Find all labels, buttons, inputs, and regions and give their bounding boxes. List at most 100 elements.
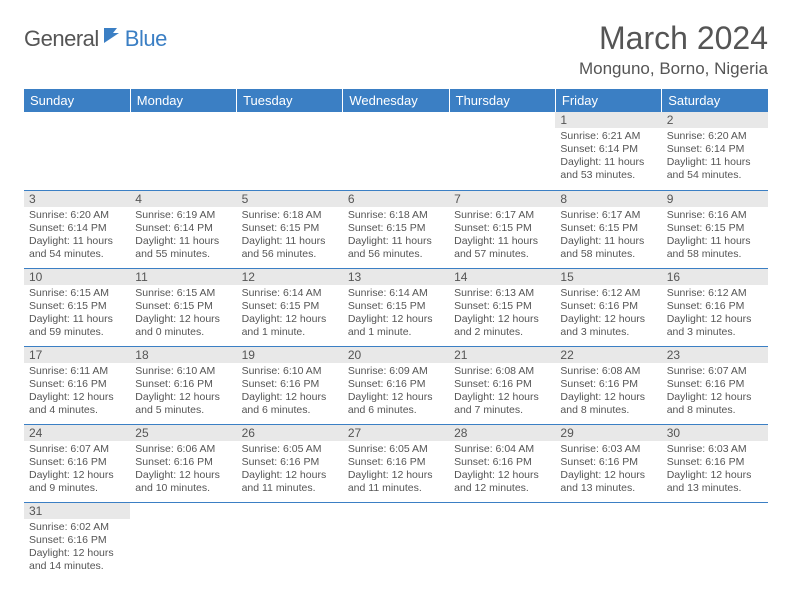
weekday-header: Friday xyxy=(555,89,661,112)
day-number: 20 xyxy=(343,347,449,363)
logo: General Blue xyxy=(24,26,167,52)
calendar-day-cell: 4Sunrise: 6:19 AMSunset: 6:14 PMDaylight… xyxy=(130,190,236,268)
day-info: Sunrise: 6:03 AMSunset: 6:16 PMDaylight:… xyxy=(555,441,661,500)
day-number: 23 xyxy=(662,347,768,363)
calendar-empty-cell xyxy=(237,502,343,580)
day-number: 8 xyxy=(555,191,661,207)
day-number: 14 xyxy=(449,269,555,285)
day-info: Sunrise: 6:08 AMSunset: 6:16 PMDaylight:… xyxy=(555,363,661,422)
day-info: Sunrise: 6:13 AMSunset: 6:15 PMDaylight:… xyxy=(449,285,555,344)
day-info: Sunrise: 6:04 AMSunset: 6:16 PMDaylight:… xyxy=(449,441,555,500)
day-number: 5 xyxy=(237,191,343,207)
calendar-day-cell: 5Sunrise: 6:18 AMSunset: 6:15 PMDaylight… xyxy=(237,190,343,268)
day-info: Sunrise: 6:06 AMSunset: 6:16 PMDaylight:… xyxy=(130,441,236,500)
calendar-week-row: 1Sunrise: 6:21 AMSunset: 6:14 PMDaylight… xyxy=(24,112,768,190)
calendar-empty-cell xyxy=(130,112,236,190)
day-number: 4 xyxy=(130,191,236,207)
calendar-empty-cell xyxy=(343,112,449,190)
day-number: 25 xyxy=(130,425,236,441)
day-number: 3 xyxy=(24,191,130,207)
month-title: March 2024 xyxy=(579,20,768,57)
calendar-day-cell: 14Sunrise: 6:13 AMSunset: 6:15 PMDayligh… xyxy=(449,268,555,346)
day-number: 22 xyxy=(555,347,661,363)
day-number: 2 xyxy=(662,112,768,128)
day-info: Sunrise: 6:17 AMSunset: 6:15 PMDaylight:… xyxy=(555,207,661,266)
day-info: Sunrise: 6:14 AMSunset: 6:15 PMDaylight:… xyxy=(343,285,449,344)
calendar-day-cell: 13Sunrise: 6:14 AMSunset: 6:15 PMDayligh… xyxy=(343,268,449,346)
day-info: Sunrise: 6:05 AMSunset: 6:16 PMDaylight:… xyxy=(237,441,343,500)
calendar-empty-cell xyxy=(662,502,768,580)
day-number: 29 xyxy=(555,425,661,441)
calendar-day-cell: 29Sunrise: 6:03 AMSunset: 6:16 PMDayligh… xyxy=(555,424,661,502)
calendar-day-cell: 1Sunrise: 6:21 AMSunset: 6:14 PMDaylight… xyxy=(555,112,661,190)
calendar-day-cell: 19Sunrise: 6:10 AMSunset: 6:16 PMDayligh… xyxy=(237,346,343,424)
day-info: Sunrise: 6:03 AMSunset: 6:16 PMDaylight:… xyxy=(662,441,768,500)
day-info: Sunrise: 6:15 AMSunset: 6:15 PMDaylight:… xyxy=(130,285,236,344)
calendar-day-cell: 30Sunrise: 6:03 AMSunset: 6:16 PMDayligh… xyxy=(662,424,768,502)
day-number: 11 xyxy=(130,269,236,285)
day-number: 28 xyxy=(449,425,555,441)
weekday-header: Sunday xyxy=(24,89,130,112)
logo-text-blue: Blue xyxy=(125,26,167,52)
calendar-day-cell: 31Sunrise: 6:02 AMSunset: 6:16 PMDayligh… xyxy=(24,502,130,580)
day-number: 18 xyxy=(130,347,236,363)
calendar-day-cell: 12Sunrise: 6:14 AMSunset: 6:15 PMDayligh… xyxy=(237,268,343,346)
calendar-day-cell: 3Sunrise: 6:20 AMSunset: 6:14 PMDaylight… xyxy=(24,190,130,268)
calendar-empty-cell xyxy=(449,112,555,190)
calendar-day-cell: 21Sunrise: 6:08 AMSunset: 6:16 PMDayligh… xyxy=(449,346,555,424)
calendar-day-cell: 18Sunrise: 6:10 AMSunset: 6:16 PMDayligh… xyxy=(130,346,236,424)
calendar-empty-cell xyxy=(343,502,449,580)
calendar-week-row: 3Sunrise: 6:20 AMSunset: 6:14 PMDaylight… xyxy=(24,190,768,268)
day-number: 31 xyxy=(24,503,130,519)
calendar-day-cell: 16Sunrise: 6:12 AMSunset: 6:16 PMDayligh… xyxy=(662,268,768,346)
day-number: 9 xyxy=(662,191,768,207)
logo-flag-icon xyxy=(103,26,125,49)
calendar-day-cell: 2Sunrise: 6:20 AMSunset: 6:14 PMDaylight… xyxy=(662,112,768,190)
weekday-header: Thursday xyxy=(449,89,555,112)
calendar-day-cell: 26Sunrise: 6:05 AMSunset: 6:16 PMDayligh… xyxy=(237,424,343,502)
day-info: Sunrise: 6:11 AMSunset: 6:16 PMDaylight:… xyxy=(24,363,130,422)
calendar-empty-cell xyxy=(555,502,661,580)
day-info: Sunrise: 6:19 AMSunset: 6:14 PMDaylight:… xyxy=(130,207,236,266)
page-header: General Blue March 2024 Monguno, Borno, … xyxy=(24,20,768,79)
day-number: 21 xyxy=(449,347,555,363)
day-info: Sunrise: 6:12 AMSunset: 6:16 PMDaylight:… xyxy=(555,285,661,344)
day-number: 24 xyxy=(24,425,130,441)
calendar-table: SundayMondayTuesdayWednesdayThursdayFrid… xyxy=(24,89,768,580)
day-info: Sunrise: 6:09 AMSunset: 6:16 PMDaylight:… xyxy=(343,363,449,422)
day-number: 19 xyxy=(237,347,343,363)
day-info: Sunrise: 6:15 AMSunset: 6:15 PMDaylight:… xyxy=(24,285,130,344)
day-number: 1 xyxy=(555,112,661,128)
day-info: Sunrise: 6:10 AMSunset: 6:16 PMDaylight:… xyxy=(130,363,236,422)
calendar-day-cell: 28Sunrise: 6:04 AMSunset: 6:16 PMDayligh… xyxy=(449,424,555,502)
calendar-day-cell: 24Sunrise: 6:07 AMSunset: 6:16 PMDayligh… xyxy=(24,424,130,502)
calendar-page: General Blue March 2024 Monguno, Borno, … xyxy=(0,0,792,600)
day-info: Sunrise: 6:07 AMSunset: 6:16 PMDaylight:… xyxy=(24,441,130,500)
weekday-header: Monday xyxy=(130,89,236,112)
calendar-week-row: 17Sunrise: 6:11 AMSunset: 6:16 PMDayligh… xyxy=(24,346,768,424)
weekday-header: Wednesday xyxy=(343,89,449,112)
day-number: 26 xyxy=(237,425,343,441)
day-info: Sunrise: 6:08 AMSunset: 6:16 PMDaylight:… xyxy=(449,363,555,422)
calendar-empty-cell xyxy=(24,112,130,190)
calendar-body: 1Sunrise: 6:21 AMSunset: 6:14 PMDaylight… xyxy=(24,112,768,580)
calendar-empty-cell xyxy=(130,502,236,580)
day-number: 13 xyxy=(343,269,449,285)
calendar-week-row: 31Sunrise: 6:02 AMSunset: 6:16 PMDayligh… xyxy=(24,502,768,580)
day-info: Sunrise: 6:18 AMSunset: 6:15 PMDaylight:… xyxy=(343,207,449,266)
day-info: Sunrise: 6:05 AMSunset: 6:16 PMDaylight:… xyxy=(343,441,449,500)
calendar-day-cell: 20Sunrise: 6:09 AMSunset: 6:16 PMDayligh… xyxy=(343,346,449,424)
day-number: 12 xyxy=(237,269,343,285)
location-text: Monguno, Borno, Nigeria xyxy=(579,59,768,79)
day-info: Sunrise: 6:14 AMSunset: 6:15 PMDaylight:… xyxy=(237,285,343,344)
day-info: Sunrise: 6:20 AMSunset: 6:14 PMDaylight:… xyxy=(662,128,768,187)
day-number: 17 xyxy=(24,347,130,363)
day-info: Sunrise: 6:12 AMSunset: 6:16 PMDaylight:… xyxy=(662,285,768,344)
calendar-day-cell: 6Sunrise: 6:18 AMSunset: 6:15 PMDaylight… xyxy=(343,190,449,268)
day-info: Sunrise: 6:17 AMSunset: 6:15 PMDaylight:… xyxy=(449,207,555,266)
calendar-day-cell: 22Sunrise: 6:08 AMSunset: 6:16 PMDayligh… xyxy=(555,346,661,424)
calendar-week-row: 24Sunrise: 6:07 AMSunset: 6:16 PMDayligh… xyxy=(24,424,768,502)
day-info: Sunrise: 6:20 AMSunset: 6:14 PMDaylight:… xyxy=(24,207,130,266)
calendar-header-row: SundayMondayTuesdayWednesdayThursdayFrid… xyxy=(24,89,768,112)
day-info: Sunrise: 6:21 AMSunset: 6:14 PMDaylight:… xyxy=(555,128,661,187)
